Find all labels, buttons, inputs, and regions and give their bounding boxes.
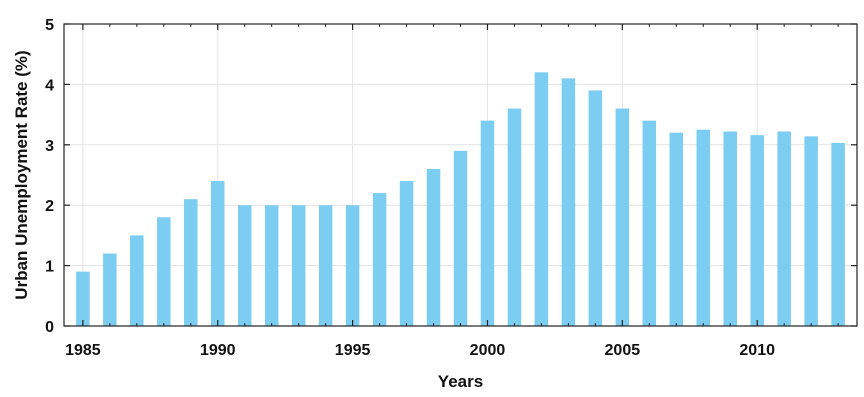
- bar: [777, 131, 791, 326]
- bar: [561, 78, 576, 326]
- y-axis-title: Urban Unemployment Rate (%): [12, 50, 31, 299]
- bar: [291, 205, 306, 326]
- bar: [372, 193, 387, 326]
- bar: [615, 108, 630, 326]
- bar: [130, 235, 144, 326]
- bar: [184, 199, 198, 326]
- y-tick-label: 2: [45, 198, 54, 215]
- bar: [399, 181, 414, 326]
- bar: [588, 90, 603, 326]
- x-axis-title: Years: [438, 372, 483, 391]
- y-tick-label: 0: [45, 319, 54, 336]
- bars: [76, 72, 845, 326]
- y-tick-label: 4: [45, 77, 54, 94]
- bar: [750, 135, 764, 326]
- x-tick-label: 2000: [470, 342, 506, 359]
- bar: [642, 120, 657, 326]
- bar: [507, 108, 522, 326]
- x-tick-label: 2010: [739, 342, 775, 359]
- bar: [426, 168, 441, 326]
- bar: [103, 253, 117, 326]
- bar: [318, 205, 333, 326]
- bar: [264, 205, 279, 326]
- bar: [804, 136, 818, 326]
- axis-ticks: [64, 23, 857, 327]
- bar: [669, 132, 684, 326]
- bar: [696, 129, 711, 326]
- y-tick-label: 5: [45, 17, 54, 34]
- bar: [534, 72, 549, 326]
- bar: [76, 271, 90, 326]
- bar: [157, 217, 171, 326]
- bar: [237, 205, 252, 326]
- x-tick-label: 2005: [605, 342, 641, 359]
- x-tick-label: 1985: [65, 342, 101, 359]
- y-tick-label: 3: [45, 138, 54, 155]
- y-tick-labels: 0 1 2 3 4 5: [45, 17, 54, 336]
- y-tick-label: 1: [45, 259, 54, 276]
- bar: [345, 205, 360, 326]
- bar: [453, 150, 468, 326]
- x-tick-label: 1995: [335, 342, 371, 359]
- bar: [723, 131, 737, 326]
- x-tick-labels: 1985 1990 1995 2000 2005 2010: [65, 342, 775, 359]
- bar: [831, 142, 845, 326]
- bar: [480, 120, 495, 326]
- x-tick-label: 1990: [200, 342, 236, 359]
- bar: [210, 181, 225, 326]
